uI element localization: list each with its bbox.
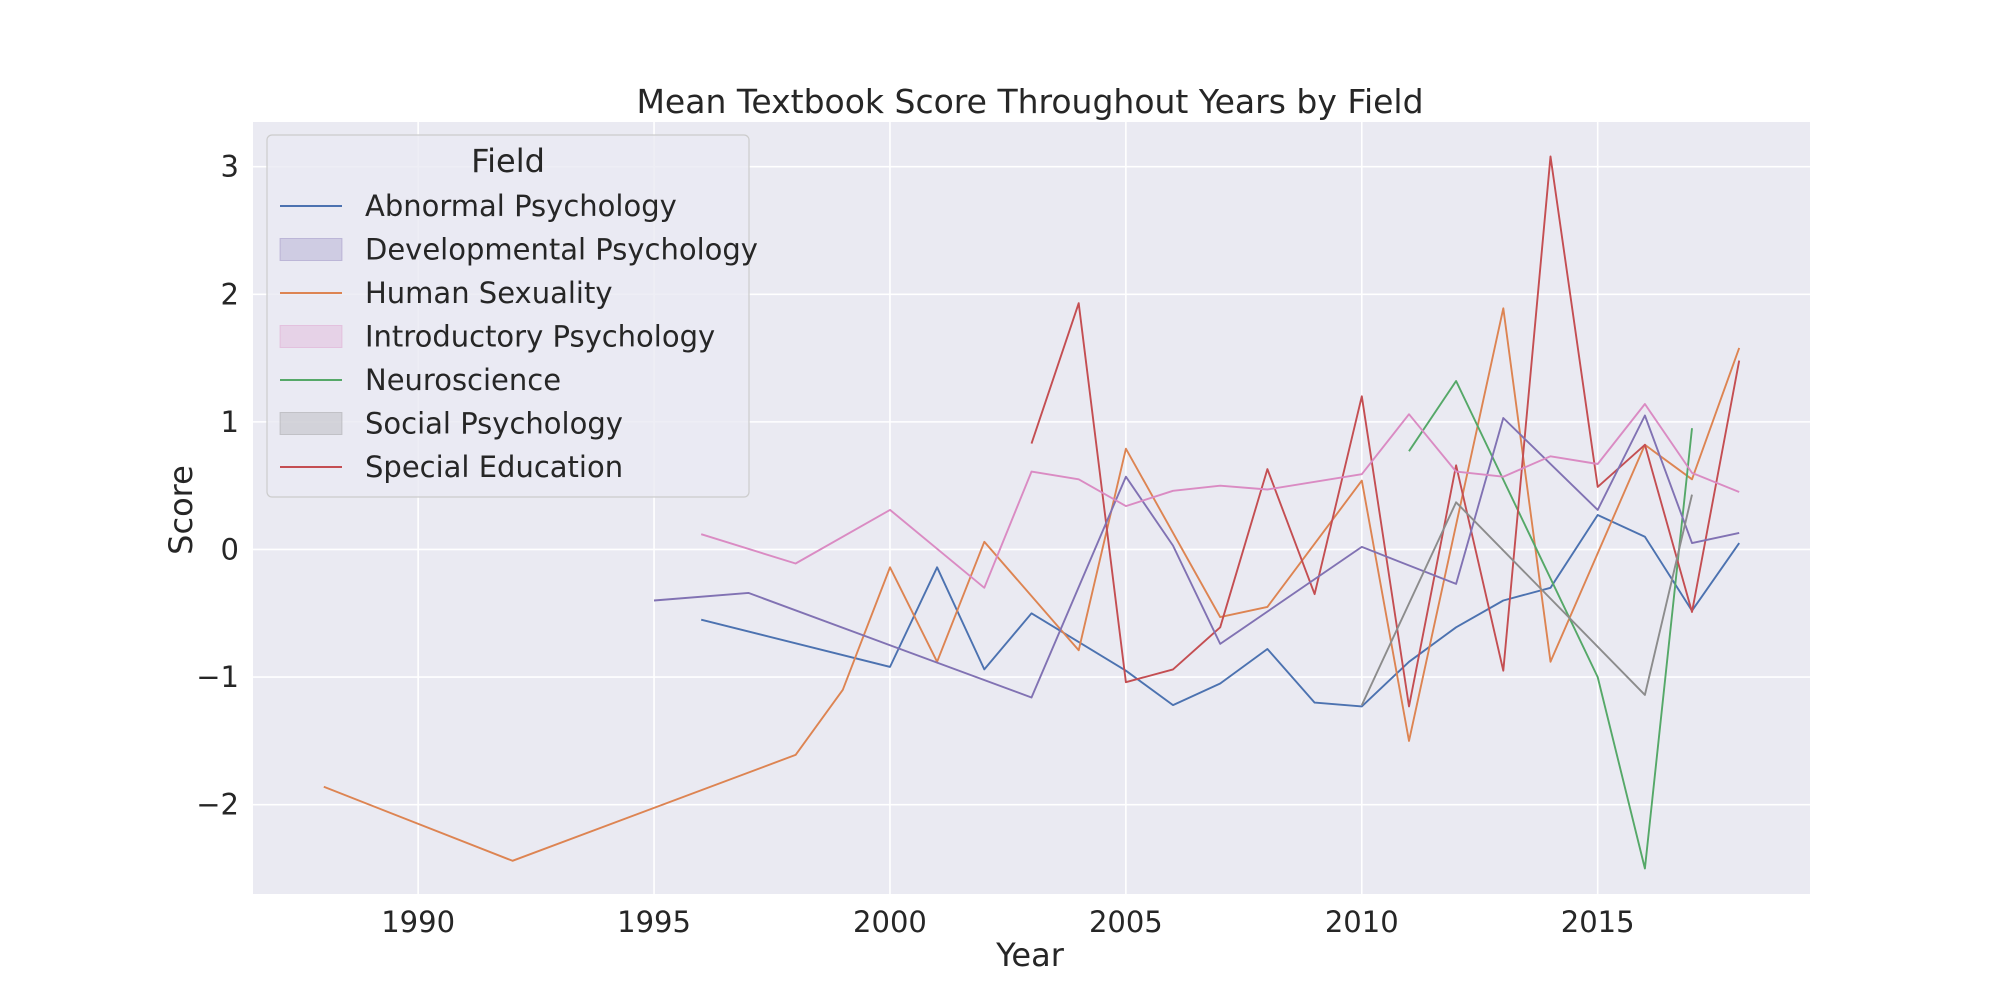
y-tick-labels: −2 −1 0 1 2 3: [196, 150, 239, 822]
legend-label: Abnormal Psychology: [365, 189, 677, 223]
series-line-5: [700, 403, 1740, 589]
legend-box: [266, 134, 750, 498]
legend-label: Neuroscience: [365, 363, 561, 397]
legend-label: Developmental Psychology: [365, 233, 758, 267]
series-line-4: [653, 414, 1740, 699]
x-tick-label: 2000: [853, 905, 927, 939]
y-tick-label: 3: [221, 150, 239, 184]
legend-label: Human Sexuality: [365, 276, 613, 310]
legend-label: Social Psychology: [365, 407, 623, 441]
y-tick-label: 1: [221, 405, 239, 439]
y-tick-label: −2: [196, 788, 239, 822]
x-tick-label: 2010: [1325, 905, 1399, 939]
legend-entries: Abnormal Psychology Developmental Psychol…: [279, 189, 758, 484]
series-line-2: [1408, 380, 1693, 870]
legend-label: Introductory Psychology: [365, 320, 715, 354]
legend-label: Special Education: [365, 450, 623, 484]
chart-title: Mean Textbook Score Throughout Years by …: [636, 82, 1423, 121]
x-tick-label: 2005: [1089, 905, 1163, 939]
series-layer: [323, 155, 1741, 870]
series-line-6: [1360, 494, 1693, 706]
x-tick-label: 1995: [617, 905, 691, 939]
y-axis-label: Score: [162, 465, 200, 555]
x-tick-label: 1990: [381, 905, 455, 939]
grid-lines: [253, 122, 1810, 894]
series-line-3: [1030, 155, 1741, 708]
y-tick-label: 0: [221, 532, 239, 566]
series-line-1: [323, 307, 1741, 862]
x-tick-labels: 1990 1995 2000 2005 2010 2015: [381, 905, 1634, 939]
y-tick-label: −1: [196, 660, 239, 694]
legend-swatch-patch: [279, 412, 343, 435]
x-tick-label: 2015: [1561, 905, 1635, 939]
legend-title: Field: [471, 142, 545, 180]
legend-swatch-patch: [279, 325, 343, 348]
y-tick-label: 2: [221, 277, 239, 311]
series-line-0: [700, 514, 1740, 708]
x-axis-label: Year: [995, 936, 1065, 974]
legend-swatch-patch: [279, 238, 343, 261]
legend: Field Abnormal Psychology Developmental P…: [266, 134, 758, 498]
